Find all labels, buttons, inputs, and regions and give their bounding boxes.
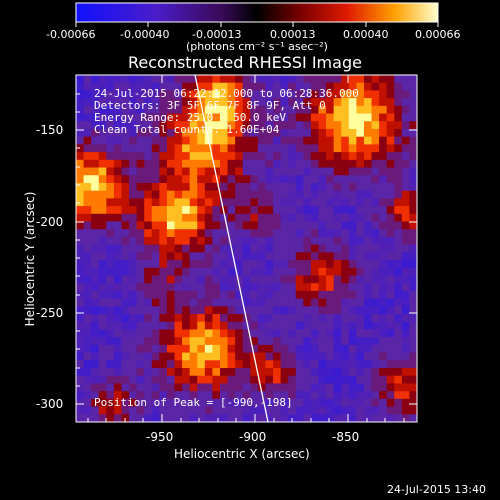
footer-timestamp: 24-Jul-2015 13:40 xyxy=(387,483,487,496)
y-axis-label: Heliocentric Y (arcsec) xyxy=(23,191,37,327)
overlay-detectors: Detectors: 3F 5F 6F 7F 8F 9F, Att 0 xyxy=(94,99,326,112)
x-axis-label: Heliocentric X (arcsec) xyxy=(174,447,310,461)
overlay-energy-range: Energy Range: 25.0 - 50.0 keV xyxy=(94,111,287,124)
y-tick-label: -200 xyxy=(36,215,64,229)
plot-title: Reconstructed RHESSI Image xyxy=(128,53,362,72)
x-tick-label: -900 xyxy=(239,430,267,444)
colorbar-tick-label: 0.00040 xyxy=(343,28,389,41)
colorbar-tick-label: 0.00013 xyxy=(270,28,316,41)
axis-ticks xyxy=(76,75,417,422)
y-tick-label: -150 xyxy=(36,123,64,137)
colorbar-units: (photons cm⁻² s⁻¹ asec⁻²) xyxy=(186,40,328,53)
colorbar-ticks xyxy=(75,22,439,27)
colorbar-tick-label: -0.00066 xyxy=(46,28,96,41)
y-tick-label: -300 xyxy=(36,397,64,411)
colorbar-tick-label: 0.00066 xyxy=(415,28,461,41)
colorbar-gradient xyxy=(75,2,439,23)
solar-limb xyxy=(194,74,269,423)
colorbar xyxy=(75,2,439,27)
overlay-peak-position: Position of Peak = [-990,-198] xyxy=(94,396,293,409)
x-tick-label: -950 xyxy=(146,430,174,444)
colorbar-tick-label: -0.00013 xyxy=(192,28,242,41)
colorbar-tick-label: -0.00040 xyxy=(120,28,170,41)
overlay-time-range: 24-Jul-2015 06:22:12.000 to 06:28:36.000 xyxy=(94,87,359,100)
plot-frame xyxy=(75,74,418,423)
image-pixels xyxy=(76,75,418,423)
overlay-algorithm-counts: Clean Total counts: 1.60E+04 xyxy=(94,123,280,136)
y-tick-label: -250 xyxy=(36,306,64,320)
x-tick-label: -850 xyxy=(332,430,360,444)
